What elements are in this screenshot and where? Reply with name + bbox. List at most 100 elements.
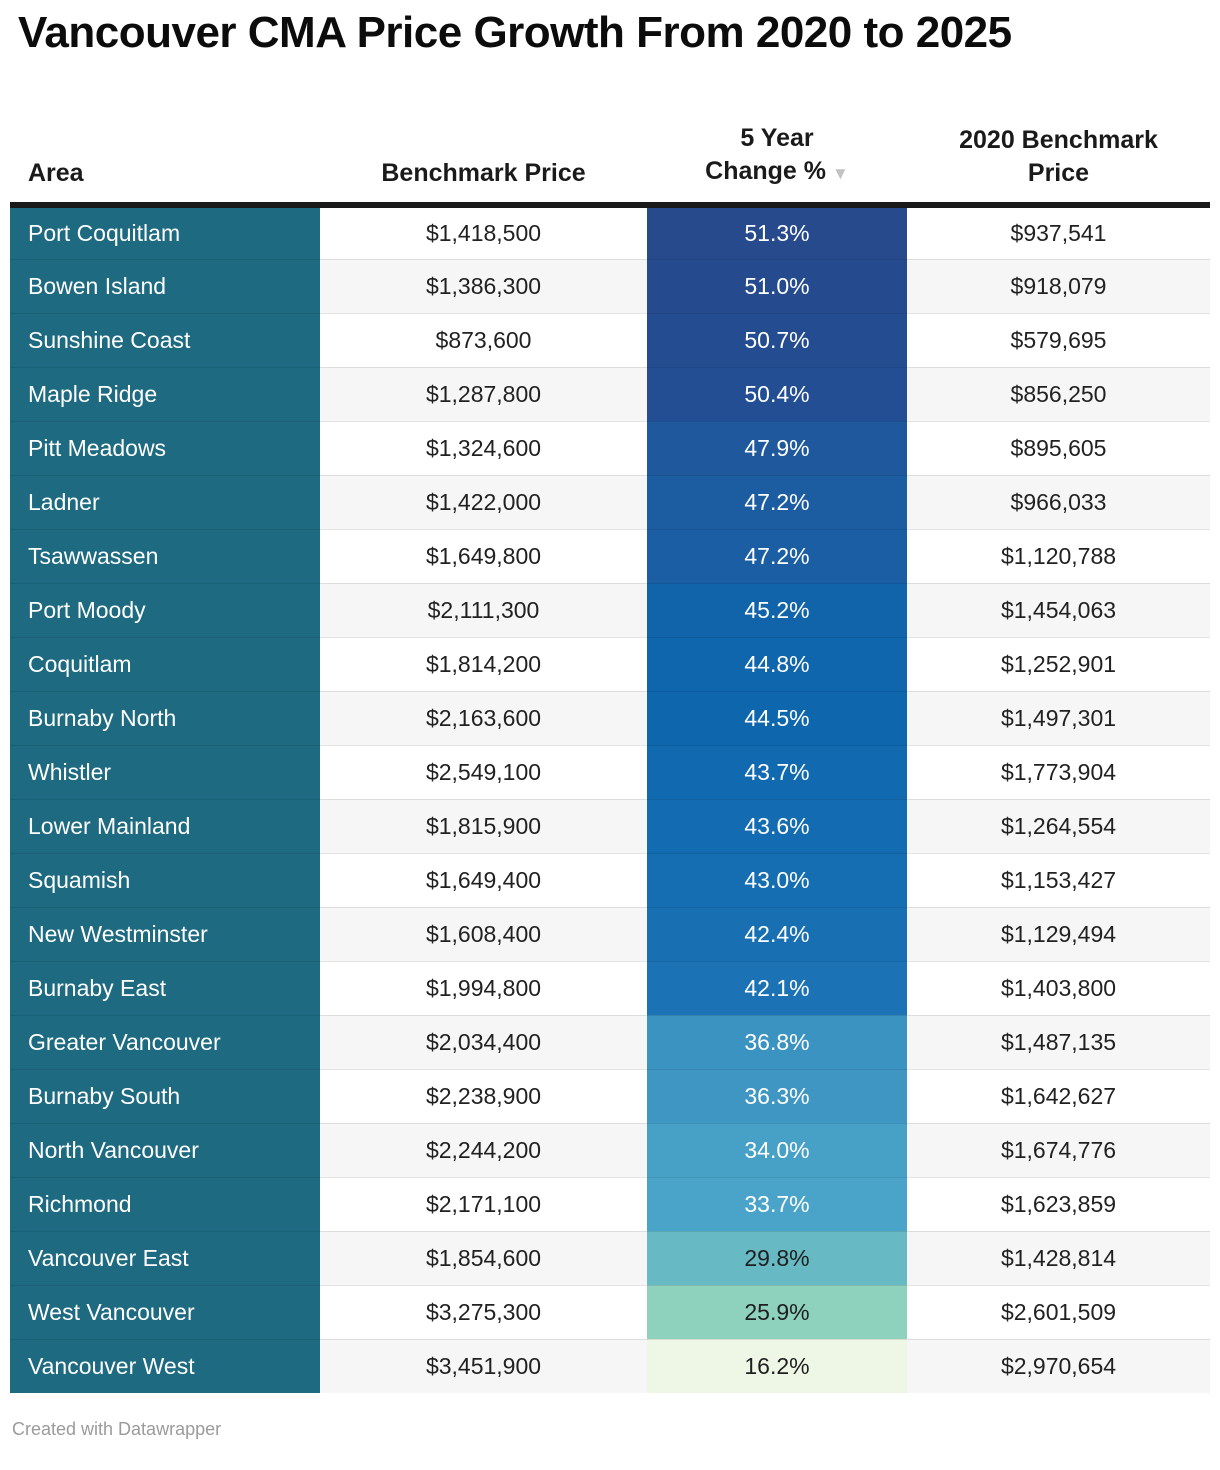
column-header-2020-benchmark-line2: Price — [1027, 159, 1090, 187]
benchmark-price-cell: $1,418,500 — [425, 219, 542, 246]
benchmark-price-cell: $2,171,100 — [320, 1176, 647, 1231]
change-pct-cell: 42.4% — [647, 906, 907, 961]
area-cell: Whistler — [10, 744, 320, 799]
benchmark-2020-cell: $937,541 — [1010, 219, 1107, 246]
benchmark-price-cell: $1,649,800 — [320, 528, 647, 583]
table-row: Maple Ridge $1,287,800 50.4% $856,250 — [10, 366, 1210, 421]
table-row: Pitt Meadows $1,324,600 47.9% $895,605 — [10, 420, 1210, 475]
table-body: Port Coquitlam $1,418,500 51.3% $937,541 Bow… — [10, 205, 1210, 1393]
benchmark-2020-cell: $1,252,901 — [907, 636, 1210, 691]
column-header-benchmark-price[interactable]: Benchmark Price — [320, 58, 647, 208]
change-pct-cell: 47.2% — [647, 474, 907, 529]
change-pct-cell: 25.9% — [647, 1284, 907, 1339]
benchmark-2020-cell: $895,605 — [907, 420, 1210, 475]
table-row: Lower Mainland $1,815,900 43.6% $1,264,554 — [10, 798, 1210, 853]
change-pct-cell: 43.7% — [647, 744, 907, 799]
header-row: Area Benchmark Price 5 Year Change % ▼ 20… — [10, 58, 1210, 208]
area-cell: Lower Mainland — [10, 798, 320, 853]
table-row: New Westminster $1,608,400 42.4% $1,129,494 — [10, 906, 1210, 961]
change-pct-cell: 51.0% — [647, 258, 907, 313]
benchmark-price-cell: $1,815,900 — [320, 798, 647, 853]
benchmark-2020-cell: $1,120,788 — [907, 528, 1210, 583]
benchmark-price-cell: $2,111,300 — [320, 582, 647, 637]
benchmark-2020-cell: $966,033 — [907, 474, 1210, 529]
column-header-benchmark-price-label: Benchmark Price — [381, 159, 586, 187]
benchmark-price-cell: $2,238,900 — [320, 1068, 647, 1123]
column-header-area[interactable]: Area — [10, 58, 320, 208]
benchmark-2020-cell: $1,487,135 — [907, 1014, 1210, 1069]
table-row: Bowen Island $1,386,300 51.0% $918,079 — [10, 258, 1210, 313]
benchmark-2020-cell: $1,773,904 — [907, 744, 1210, 799]
page-title: Vancouver CMA Price Growth From 2020 to … — [18, 8, 1012, 57]
area-cell: New Westminster — [10, 906, 320, 961]
area-cell: Bowen Island — [10, 258, 320, 313]
column-header-5yr-change[interactable]: 5 Year Change % ▼ — [647, 58, 907, 208]
benchmark-price-cell: $1,386,300 — [320, 258, 647, 313]
benchmark-2020-cell: $579,695 — [907, 312, 1210, 367]
benchmark-2020-cell: $1,454,063 — [907, 582, 1210, 637]
table-row: Tsawwassen $1,649,800 47.2% $1,120,788 — [10, 528, 1210, 583]
area-cell: Port Coquitlam — [10, 205, 320, 259]
change-pct-cell: 47.2% — [647, 528, 907, 583]
area-cell: Coquitlam — [10, 636, 320, 691]
benchmark-price-cell: $1,994,800 — [320, 960, 647, 1015]
datawrapper-credit-link[interactable]: Created with Datawrapper — [12, 1419, 222, 1439]
table-header: Area Benchmark Price 5 Year Change % ▼ 20… — [10, 58, 1210, 208]
benchmark-price-cell: $3,451,900 — [320, 1338, 647, 1393]
area-cell: Maple Ridge — [10, 366, 320, 421]
area-cell: Vancouver East — [10, 1230, 320, 1285]
area-cell: Burnaby East — [10, 960, 320, 1015]
table-row: Coquitlam $1,814,200 44.8% $1,252,901 — [10, 636, 1210, 691]
column-header-5yr-change-line1: 5 Year — [740, 124, 814, 152]
benchmark-price-cell: $1,608,400 — [320, 906, 647, 961]
table-row: Burnaby East $1,994,800 42.1% $1,403,800 — [10, 960, 1210, 1015]
table-row: Vancouver East $1,854,600 29.8% $1,428,814 — [10, 1230, 1210, 1285]
area-cell: West Vancouver — [10, 1284, 320, 1339]
change-pct-cell: 45.2% — [647, 582, 907, 637]
table-row: Sunshine Coast $873,600 50.7% $579,695 — [10, 312, 1210, 367]
area-cell: Sunshine Coast — [10, 312, 320, 367]
table-row: Vancouver West $3,451,900 16.2% $2,970,654 — [10, 1338, 1210, 1393]
benchmark-2020-cell: $1,497,301 — [907, 690, 1210, 745]
benchmark-price-cell: $2,244,200 — [320, 1122, 647, 1177]
column-header-2020-benchmark[interactable]: 2020 Benchmark Price — [907, 58, 1210, 208]
benchmark-2020-cell: $1,153,427 — [907, 852, 1210, 907]
change-pct-cell: 36.3% — [647, 1068, 907, 1123]
column-header-area-label: Area — [28, 159, 84, 187]
table-row: Ladner $1,422,000 47.2% $966,033 — [10, 474, 1210, 529]
benchmark-price-cell: $3,275,300 — [320, 1284, 647, 1339]
datawrapper-table-chart: Vancouver CMA Price Growth From 2020 to … — [0, 8, 1220, 1440]
change-pct-cell: 50.7% — [647, 312, 907, 367]
table-row: Burnaby South $2,238,900 36.3% $1,642,627 — [10, 1068, 1210, 1123]
change-pct-cell: 43.6% — [647, 798, 907, 853]
benchmark-2020-cell: $2,970,654 — [907, 1338, 1210, 1393]
change-pct-cell: 16.2% — [647, 1338, 907, 1393]
column-header-2020-benchmark-line1: 2020 Benchmark — [959, 126, 1158, 154]
benchmark-2020-cell: $918,079 — [907, 258, 1210, 313]
benchmark-price-cell: $1,422,000 — [320, 474, 647, 529]
benchmark-2020-cell: $1,642,627 — [907, 1068, 1210, 1123]
benchmark-2020-cell: $1,403,800 — [907, 960, 1210, 1015]
table-row: Greater Vancouver $2,034,400 36.8% $1,487,1… — [10, 1014, 1210, 1069]
area-cell: Ladner — [10, 474, 320, 529]
change-pct-cell: 42.1% — [647, 960, 907, 1015]
change-pct-cell: 44.8% — [647, 636, 907, 691]
benchmark-2020-cell: $1,129,494 — [907, 906, 1210, 961]
table-row: Whistler $2,549,100 43.7% $1,773,904 — [10, 744, 1210, 799]
change-pct-cell: 44.5% — [647, 690, 907, 745]
area-cell: Vancouver West — [10, 1338, 320, 1393]
benchmark-2020-cell: $1,428,814 — [907, 1230, 1210, 1285]
change-pct-cell: 43.0% — [647, 852, 907, 907]
change-pct-cell: 50.4% — [647, 366, 907, 421]
table-row: Richmond $2,171,100 33.7% $1,623,859 — [10, 1176, 1210, 1231]
area-cell: Pitt Meadows — [10, 420, 320, 475]
table-row: Squamish $1,649,400 43.0% $1,153,427 — [10, 852, 1210, 907]
change-pct-cell: 29.8% — [647, 1230, 907, 1285]
table-row: Burnaby North $2,163,600 44.5% $1,497,301 — [10, 690, 1210, 745]
sort-desc-icon[interactable]: ▼ — [832, 164, 849, 183]
benchmark-2020-cell: $2,601,509 — [907, 1284, 1210, 1339]
area-cell: Squamish — [10, 852, 320, 907]
benchmark-price-cell: $2,163,600 — [320, 690, 647, 745]
area-cell: Tsawwassen — [10, 528, 320, 583]
area-cell: Port Moody — [10, 582, 320, 637]
